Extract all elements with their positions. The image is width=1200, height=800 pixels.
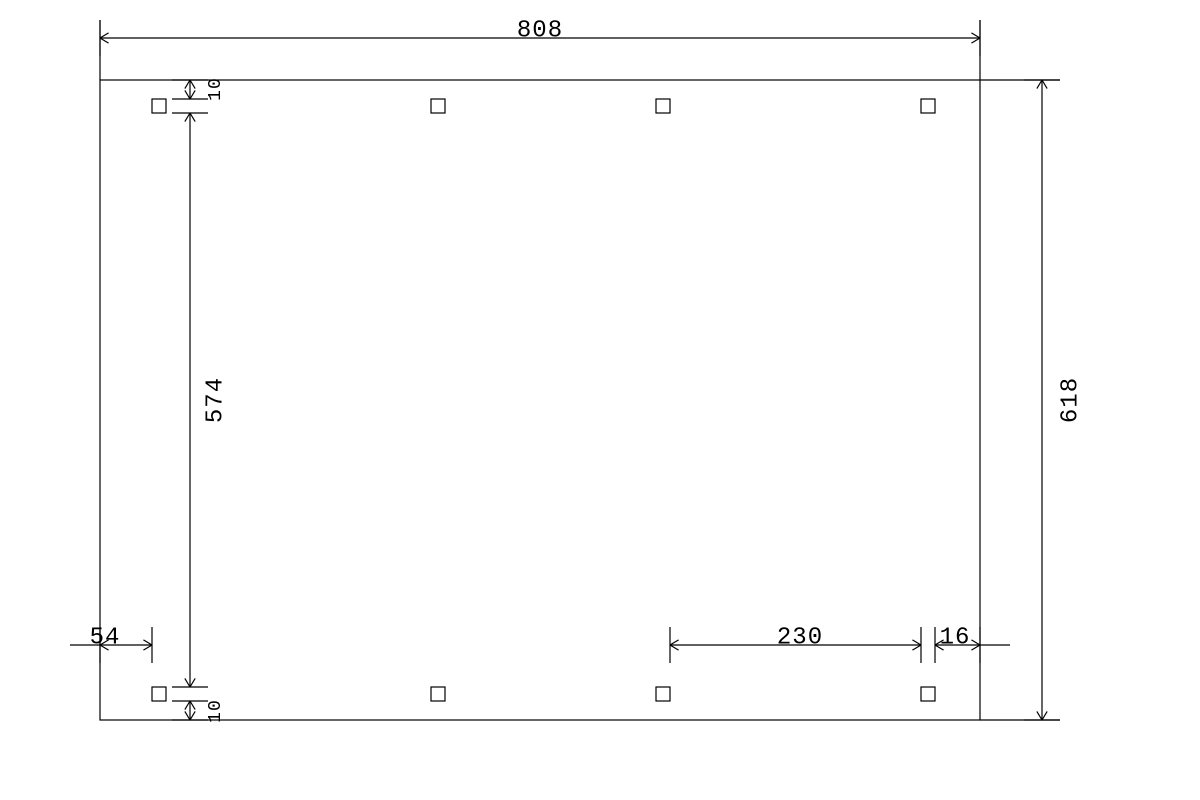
dimension-label: 808: [517, 17, 563, 44]
dimension-label: 10: [206, 699, 226, 723]
dimension-label: 618: [1057, 377, 1084, 423]
dimension-label: 16: [940, 624, 971, 651]
dimension-label: 10: [206, 77, 226, 101]
dimension-label: 230: [777, 624, 823, 651]
dimension-label: 54: [90, 624, 121, 651]
dimension-label: 574: [202, 377, 229, 423]
